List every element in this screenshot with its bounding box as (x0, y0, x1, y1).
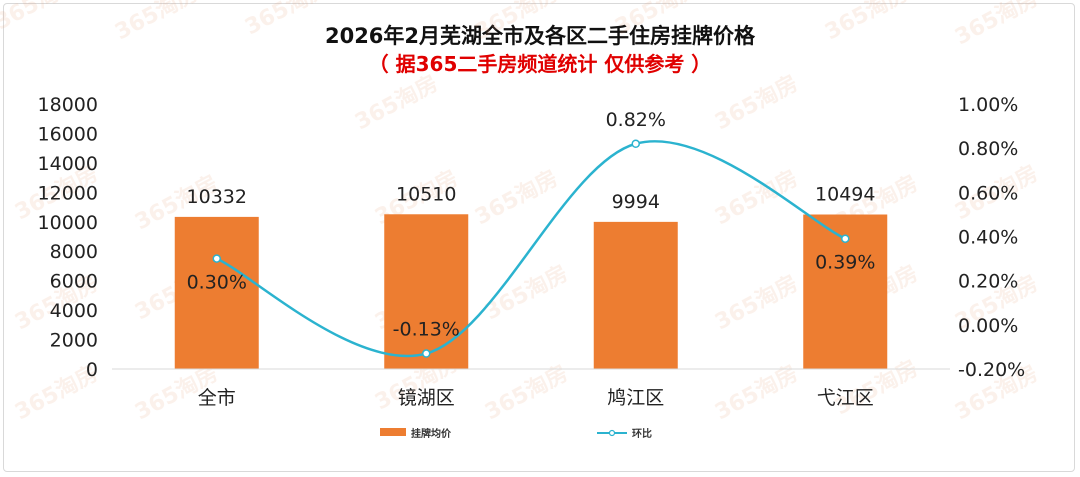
x-category-label: 弋江区 (817, 387, 874, 409)
line-value-label: 0.82% (606, 109, 666, 131)
y-left-tick-label: 2000 (50, 330, 98, 352)
watermark-text: 365淘房 (711, 70, 803, 135)
line-value-label: 0.39% (815, 252, 875, 274)
y-left-tick-label: 6000 (50, 271, 98, 293)
chart-subtitle: （ 据365二手房频道统计 仅供参考 ） (368, 52, 712, 76)
line-value-label: -0.13% (393, 319, 460, 341)
line-value-label: 0.30% (187, 272, 247, 294)
x-category-label: 全市 (198, 387, 236, 409)
line-point (422, 349, 431, 358)
y-right-tick-label: -0.20% (958, 359, 1025, 381)
series-line-huanbi (216, 140, 846, 358)
line-point (631, 139, 640, 148)
line-point (212, 254, 221, 263)
watermark-text: 365淘房 (241, 0, 333, 40)
watermark-text: 365淘房 (351, 70, 443, 135)
watermark-text: 365淘房 (711, 165, 803, 230)
watermark-text: 365淘房 (711, 360, 803, 425)
legend-swatch-bar (380, 428, 406, 436)
watermark-text: 365淘房 (111, 0, 203, 45)
legend-label-line: 环比 (632, 427, 652, 440)
chart-title: 2026年2月芜湖全市及各区二手住房挂牌价格 (324, 24, 756, 48)
legend-marker-line (608, 429, 616, 437)
y-left-tick-label: 4000 (50, 300, 98, 322)
watermark-text: 365淘房 (481, 360, 573, 425)
y-left-tick-label: 10000 (38, 212, 98, 234)
x-category-label: 鸠江区 (607, 387, 664, 409)
watermark-text: 365淘房 (611, 0, 703, 40)
y-left-tick-label: 8000 (50, 241, 98, 263)
bar-value-label: 10494 (815, 184, 875, 206)
legend-label-bar: 挂牌均价 (411, 427, 452, 440)
watermark-text: 365淘房 (821, 0, 913, 45)
watermark-text: 365淘房 (471, 165, 563, 230)
watermark-text: 365淘房 (0, 0, 82, 35)
y-right-tick-label: 0.80% (958, 138, 1018, 160)
y-right-tick-label: 0.40% (958, 227, 1018, 249)
watermark-text: 365淘房 (951, 0, 1043, 50)
y-left-tick-label: 18000 (38, 94, 98, 116)
bar-value-label: 10510 (396, 183, 456, 205)
y-left-tick-label: 12000 (38, 182, 98, 204)
y-left-tick-label: 14000 (38, 153, 98, 175)
y-left-tick-label: 0 (86, 359, 98, 381)
y-left-tick-label: 16000 (38, 123, 98, 145)
bar (593, 221, 678, 369)
y-right-tick-label: 1.00% (958, 94, 1018, 116)
y-right-tick-label: 0.20% (958, 271, 1018, 293)
bar-value-label: 9994 (612, 191, 660, 213)
bar (384, 214, 469, 369)
bar-value-label: 10332 (187, 186, 247, 208)
y-right-tick-label: 0.00% (958, 315, 1018, 337)
x-category-label: 镜湖区 (398, 387, 455, 409)
bar (174, 216, 259, 369)
line-point (841, 234, 850, 243)
watermark-text: 365淘房 (481, 260, 573, 325)
y-right-tick-label: 0.60% (958, 182, 1018, 204)
watermark-text: 365淘房 (711, 270, 803, 335)
watermark-text: 365淘房 (471, 0, 563, 45)
